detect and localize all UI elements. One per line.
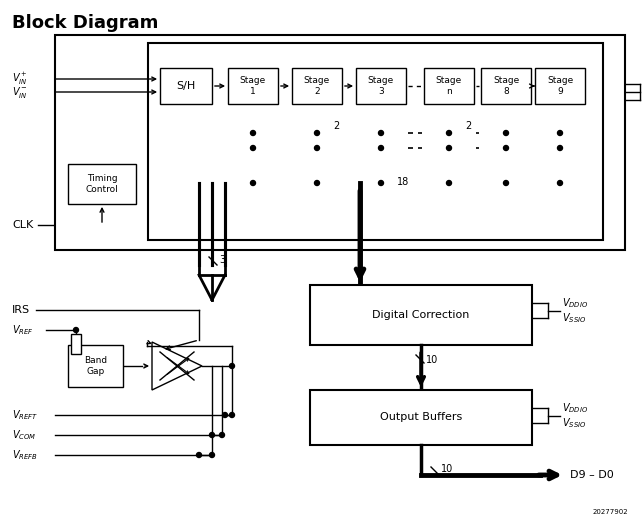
Text: $V_{REFT}$: $V_{REFT}$ [12,408,39,422]
Text: Stage
2: Stage 2 [304,76,330,96]
Text: Stage
n: Stage n [436,76,462,96]
Circle shape [315,145,320,150]
Circle shape [379,131,383,135]
Bar [148,43,603,240]
Bar [160,68,212,104]
Circle shape [229,413,234,417]
Bar [68,164,136,204]
Text: Block Diagram: Block Diagram [12,14,159,32]
Circle shape [223,413,227,417]
Text: $V_{IN}^-$: $V_{IN}^-$ [12,85,28,99]
Bar [71,334,81,354]
Circle shape [229,363,234,369]
Text: 3: 3 [219,255,225,265]
Circle shape [379,145,383,150]
Bar [228,68,278,104]
Circle shape [503,180,508,186]
Circle shape [209,433,214,437]
Text: S/H: S/H [177,81,196,91]
Bar [310,390,532,445]
Circle shape [250,180,256,186]
Circle shape [315,131,320,135]
Circle shape [557,180,562,186]
Text: Stage
8: Stage 8 [493,76,519,96]
Circle shape [73,327,78,333]
Circle shape [446,180,451,186]
Circle shape [250,145,256,150]
Circle shape [503,131,508,135]
Circle shape [220,433,225,437]
Bar [55,35,625,250]
Text: 10: 10 [441,464,453,474]
Bar [292,68,342,104]
Text: 10: 10 [426,355,438,365]
Circle shape [315,180,320,186]
Text: Stage
3: Stage 3 [368,76,394,96]
Circle shape [503,145,508,150]
Bar [424,68,474,104]
Text: $V_{SSIO}$: $V_{SSIO}$ [562,416,586,430]
Text: $V_{DDIO}$: $V_{DDIO}$ [562,296,588,310]
Text: Digital Correction: Digital Correction [372,310,470,320]
Bar [481,68,531,104]
Circle shape [196,452,202,458]
Text: $V_{COM}$: $V_{COM}$ [12,428,37,442]
Circle shape [557,131,562,135]
Text: Timing
Control: Timing Control [85,174,118,194]
Text: 2: 2 [333,121,339,131]
Text: D9 – D0: D9 – D0 [570,470,614,480]
Text: IRS: IRS [12,305,30,315]
Text: Band
Gap: Band Gap [84,357,107,376]
Circle shape [209,452,214,458]
Bar [310,285,532,345]
Text: 20277902: 20277902 [593,509,628,515]
Text: CLK: CLK [12,220,33,230]
Text: Stage
9: Stage 9 [547,76,573,96]
Text: $V_{REF}$: $V_{REF}$ [12,323,33,337]
Text: Output Buffers: Output Buffers [380,413,462,423]
Bar [356,68,406,104]
Text: $V_{IN}^+$: $V_{IN}^+$ [12,71,28,87]
Bar [68,345,123,387]
Text: $V_{SSIO}$: $V_{SSIO}$ [562,311,586,325]
Circle shape [557,145,562,150]
Text: 18: 18 [397,177,409,187]
Circle shape [379,180,383,186]
Text: Stage
1: Stage 1 [240,76,266,96]
Text: $V_{DDIO}$: $V_{DDIO}$ [562,401,588,415]
Circle shape [446,145,451,150]
Text: 2: 2 [465,121,471,131]
Bar [535,68,585,104]
Circle shape [250,131,256,135]
Circle shape [446,131,451,135]
Text: $V_{REFB}$: $V_{REFB}$ [12,448,38,462]
